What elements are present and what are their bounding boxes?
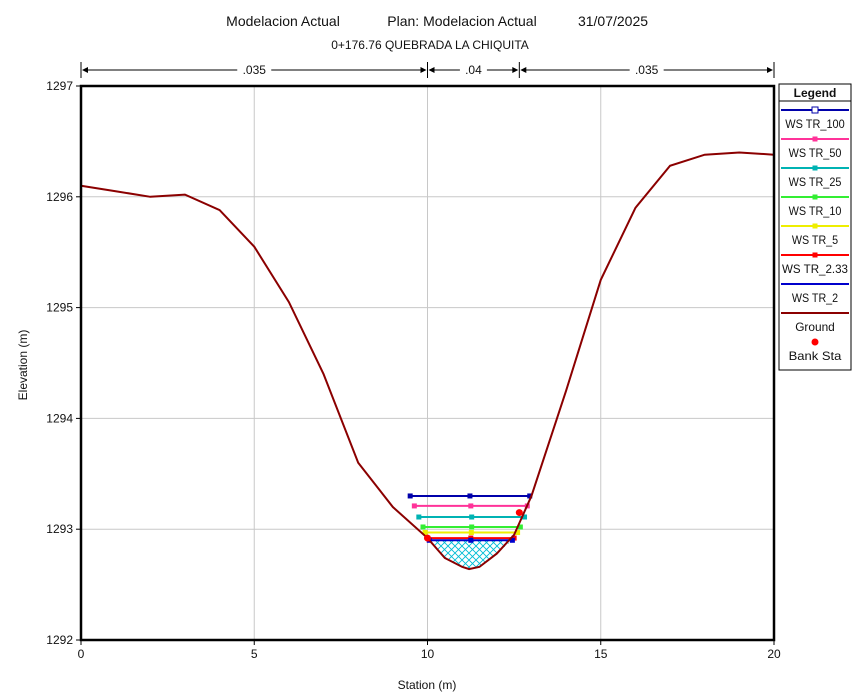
ws-marker <box>469 524 475 530</box>
legend-label: Ground <box>795 320 835 334</box>
manning-arrowhead <box>428 67 435 73</box>
manning-label-bg <box>629 62 664 76</box>
x-tick-label: 15 <box>594 647 608 661</box>
plan-label: Plan: Modelacion Actual <box>387 13 536 29</box>
x-tick-label: 10 <box>421 647 435 661</box>
legend-marker <box>812 136 818 142</box>
legend-marker <box>812 252 818 258</box>
legend-label: Bank Sta <box>789 349 842 363</box>
manning-arrowhead <box>512 67 519 73</box>
manning-arrowhead <box>520 67 527 73</box>
manning-arrowhead <box>767 67 773 73</box>
legend-marker <box>811 106 819 114</box>
y-tick-label: 1294 <box>46 411 73 425</box>
ws-marker <box>422 530 428 536</box>
legend-title: Legend <box>794 86 837 100</box>
ws-marker <box>468 530 474 536</box>
legend-marker <box>812 194 818 200</box>
water-fill <box>429 540 513 570</box>
ws-marker <box>416 514 422 520</box>
ground-line <box>80 151 775 571</box>
ws-marker <box>469 514 475 520</box>
y-tick-label: 1296 <box>46 190 73 204</box>
chart-title: Modelacion Actual <box>226 13 340 29</box>
bank-station-marker <box>424 534 431 542</box>
legend-label: WS TR_5 <box>792 233 838 247</box>
legend-items: WS TR_100 WS TR_50 WS TR_25 WS TR_10 WS TR_5… <box>781 106 849 363</box>
ws-marker <box>522 514 528 520</box>
x-tick-label: 0 <box>78 647 85 661</box>
legend-marker <box>812 223 818 229</box>
ws-marker <box>527 493 533 499</box>
legend-marker <box>812 165 818 171</box>
ws-marker <box>517 524 523 530</box>
manning-n-label: .035 <box>243 63 267 77</box>
ws-marker <box>420 524 426 530</box>
manning-n-annotations: .035 .04 .035 <box>80 62 775 78</box>
ws-marker <box>509 537 515 543</box>
x-tick-label: 5 <box>251 647 258 661</box>
y-tick-label: 1297 <box>46 79 73 93</box>
manning-n-label: .04 <box>465 63 482 77</box>
manning-n-label: .035 <box>635 63 659 77</box>
legend-label: WS TR_50 <box>789 146 842 160</box>
legend-label: WS TR_100 <box>785 117 845 131</box>
legend-label: WS TR_2 <box>792 291 838 305</box>
ws-marker <box>468 537 474 543</box>
legend-label: WS TR_2.33 <box>782 262 848 276</box>
x-tick-label: 20 <box>767 647 781 661</box>
y-tick-label: 1292 <box>46 633 73 647</box>
ws-marker <box>467 493 473 499</box>
y-axis-label: Elevation (m) <box>16 330 30 401</box>
ws-marker <box>468 503 474 509</box>
bank-stations <box>424 509 523 542</box>
ground-layer <box>80 151 775 571</box>
ws-marker <box>407 493 413 499</box>
manning-arrowhead <box>420 67 427 73</box>
axes: 0 5 10 15 20 1292 1293 1294 1295 1296 1297 <box>46 79 781 661</box>
y-tick-label: 1293 <box>46 522 73 536</box>
gridlines <box>81 86 774 640</box>
water-surface-lines <box>407 493 533 570</box>
ws-marker <box>515 530 521 536</box>
manning-label-bg <box>237 62 272 76</box>
legend-label: WS TR_25 <box>789 175 842 189</box>
legend-label: WS TR_10 <box>789 204 842 218</box>
manning-arrowhead <box>82 67 88 73</box>
x-axis-label: Station (m) <box>398 678 457 692</box>
legend-marker <box>811 338 819 346</box>
date-label: 31/07/2025 <box>578 13 648 29</box>
ws-marker <box>411 503 417 509</box>
y-tick-label: 1295 <box>46 301 73 315</box>
manning-label-bg <box>459 62 487 76</box>
bank-station-marker <box>515 509 523 517</box>
chart-subtitle: 0+176.76 QUEBRADA LA CHIQUITA <box>331 38 529 52</box>
